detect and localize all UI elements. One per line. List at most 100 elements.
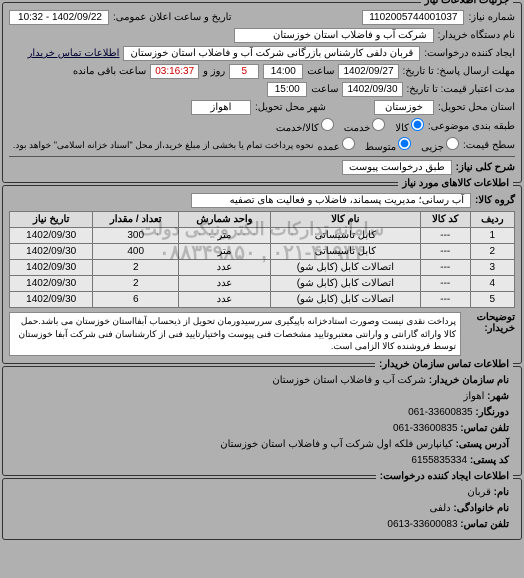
table-cell: 2	[470, 244, 514, 260]
col-header: کد کالا	[420, 212, 470, 228]
days-left: 5	[229, 64, 259, 79]
budget-label: طبقه بندی موضوعی:	[428, 121, 515, 132]
time-left: 03:16:37	[150, 64, 199, 79]
col-header: نام کالا	[270, 212, 420, 228]
budget-radio-1[interactable]	[372, 118, 385, 131]
rlname-label: نام خانوادگی:	[453, 503, 509, 514]
tel-value: 33600835-061	[393, 423, 458, 434]
fax-value: 33600835-061	[408, 407, 473, 418]
deadline-time: 14:00	[263, 64, 303, 79]
requester-panel: اطلاعات ایجاد کننده درخواست: نام: قربان …	[2, 478, 522, 540]
deadline-time-label: ساعت	[307, 66, 334, 77]
table-cell: اتصالات کابل (کابل شو)	[270, 276, 420, 292]
price-opt-2[interactable]: عمده	[318, 137, 355, 153]
table-cell: 3	[470, 260, 514, 276]
table-cell: متر	[179, 244, 271, 260]
table-cell: 1402/09/30	[10, 276, 93, 292]
post-value: 6155835334	[411, 455, 467, 466]
contact-panel: اطلاعات تماس سازمان خریدار: نام سازمان خ…	[2, 366, 522, 476]
contact-panel-title: اطلاعات تماس سازمان خریدار:	[375, 359, 513, 370]
table-cell: ---	[420, 228, 470, 244]
buyer-contact-link[interactable]: اطلاعات تماس خریدار	[28, 48, 120, 59]
budget-radio-2[interactable]	[321, 118, 334, 131]
table-cell: 1402/09/30	[10, 228, 93, 244]
need-title-label: شرح کلی نیاز:	[456, 162, 515, 173]
goods-panel-title: اطلاعات کالاهای مورد نیاز	[398, 178, 513, 189]
announce-label: تاریخ و ساعت اعلان عمومی:	[113, 12, 232, 23]
validity-date: 1402/09/30	[342, 82, 402, 97]
req-no-label: شماره نیاز:	[468, 12, 515, 23]
buyer-label: نام دستگاه خریدار:	[438, 30, 515, 41]
table-cell: اتصالات کابل (کابل شو)	[270, 260, 420, 276]
loc-label: استان محل تحویل:	[438, 102, 515, 113]
col-header: تاریخ نیاز	[10, 212, 93, 228]
ccity-label: شهر:	[487, 391, 509, 402]
buyer-value: شرکت آب و فاضلاب استان خوزستان	[234, 28, 434, 43]
rname-value: قربان	[467, 487, 490, 498]
group-label: گروه کالا:	[475, 195, 515, 206]
col-header: ردیف	[470, 212, 514, 228]
notes-label: توضیحات خریدار:	[465, 312, 515, 334]
table-cell: ---	[420, 292, 470, 308]
price-radio-0[interactable]	[446, 137, 459, 150]
price-radio-1[interactable]	[398, 137, 411, 150]
loc-value: خوزستان	[374, 100, 434, 115]
ccity-value: اهواز	[464, 391, 485, 402]
table-cell: 1402/09/30	[10, 292, 93, 308]
table-cell: 400	[93, 244, 179, 260]
table-cell: عدد	[179, 260, 271, 276]
table-cell: کابل تاسیساتی	[270, 244, 420, 260]
validity-label: مدت اعتبار قیمت: تا تاریخ:	[407, 84, 515, 95]
budget-opt-0[interactable]: کالا	[395, 118, 424, 134]
announce-value: 1402/09/22 - 10:32	[9, 10, 109, 25]
group-value: آب رسانی؛ مدیریت پسماند، فاضلاب و فعالیت…	[191, 193, 471, 208]
budget-opt-1[interactable]: خدمت	[344, 118, 386, 134]
need-title-value: طبق درخواست پیوست	[342, 160, 452, 175]
pay-note: نحوه پرداخت تمام یا بخشی از مبلغ خرید،از…	[13, 140, 314, 151]
price-radio-2[interactable]	[342, 137, 355, 150]
price-radios: جزیی متوسط عمده	[318, 137, 460, 153]
table-cell: 5	[470, 292, 514, 308]
table-cell: ---	[420, 276, 470, 292]
validity-time: 15:00	[267, 82, 307, 97]
budget-opt-2[interactable]: کالا/خدمت	[276, 118, 334, 134]
table-cell: ---	[420, 244, 470, 260]
table-row: 5---اتصالات کابل (کابل شو)عدد61402/09/30	[10, 292, 515, 308]
table-row: 4---اتصالات کابل (کابل شو)عدد21402/09/30	[10, 276, 515, 292]
notes-value: پرداخت نقدی نیست وصورت استادخزانه باپیگی…	[9, 312, 461, 356]
rtel-label: تلفن تماس:	[460, 519, 509, 530]
org-label: نام سازمان خریدار:	[429, 375, 509, 386]
table-cell: عدد	[179, 276, 271, 292]
table-cell: 6	[93, 292, 179, 308]
city-label: شهر محل تحویل:	[255, 102, 326, 113]
deadline-date: 1402/09/27	[338, 64, 398, 79]
validity-time-label: ساعت	[311, 84, 338, 95]
table-cell: 1	[470, 228, 514, 244]
creator-value: قربان دلفی کارشناس بازرگانی شرکت آب و فا…	[123, 46, 420, 61]
rtel-value: 33600083-0613	[387, 519, 457, 530]
table-cell: عدد	[179, 292, 271, 308]
req-no-value: 1102005744001037	[362, 10, 464, 25]
days-label: روز و	[203, 66, 225, 77]
price-label: سطح قیمت:	[463, 140, 515, 151]
table-cell: متر	[179, 228, 271, 244]
table-cell: 2	[93, 276, 179, 292]
city-value: اهواز	[191, 100, 251, 115]
col-header: واحد شمارش	[179, 212, 271, 228]
details-panel-title: جزئیات اطلاعات نیاز	[421, 0, 513, 6]
table-row: 3---اتصالات کابل (کابل شو)عدد21402/09/30	[10, 260, 515, 276]
rname-label: نام:	[494, 487, 509, 498]
table-cell: 1402/09/30	[10, 244, 93, 260]
deadline-label: مهلت ارسال پاسخ: تا تاریخ:	[403, 66, 515, 77]
table-cell: 1402/09/30	[10, 260, 93, 276]
price-opt-1[interactable]: متوسط	[365, 137, 411, 153]
creator-label: ایجاد کننده درخواست:	[424, 48, 515, 59]
remain-label: ساعت باقی مانده	[73, 66, 146, 77]
org-value: شرکت آب و فاضلاب استان خوزستان	[272, 375, 426, 386]
table-cell: 2	[93, 260, 179, 276]
price-opt-0[interactable]: جزیی	[421, 137, 459, 153]
table-cell: ---	[420, 260, 470, 276]
col-header: تعداد / مقدار	[93, 212, 179, 228]
budget-radio-0[interactable]	[411, 118, 424, 131]
details-panel: جزئیات اطلاعات نیاز شماره نیاز: 11020057…	[2, 2, 522, 183]
